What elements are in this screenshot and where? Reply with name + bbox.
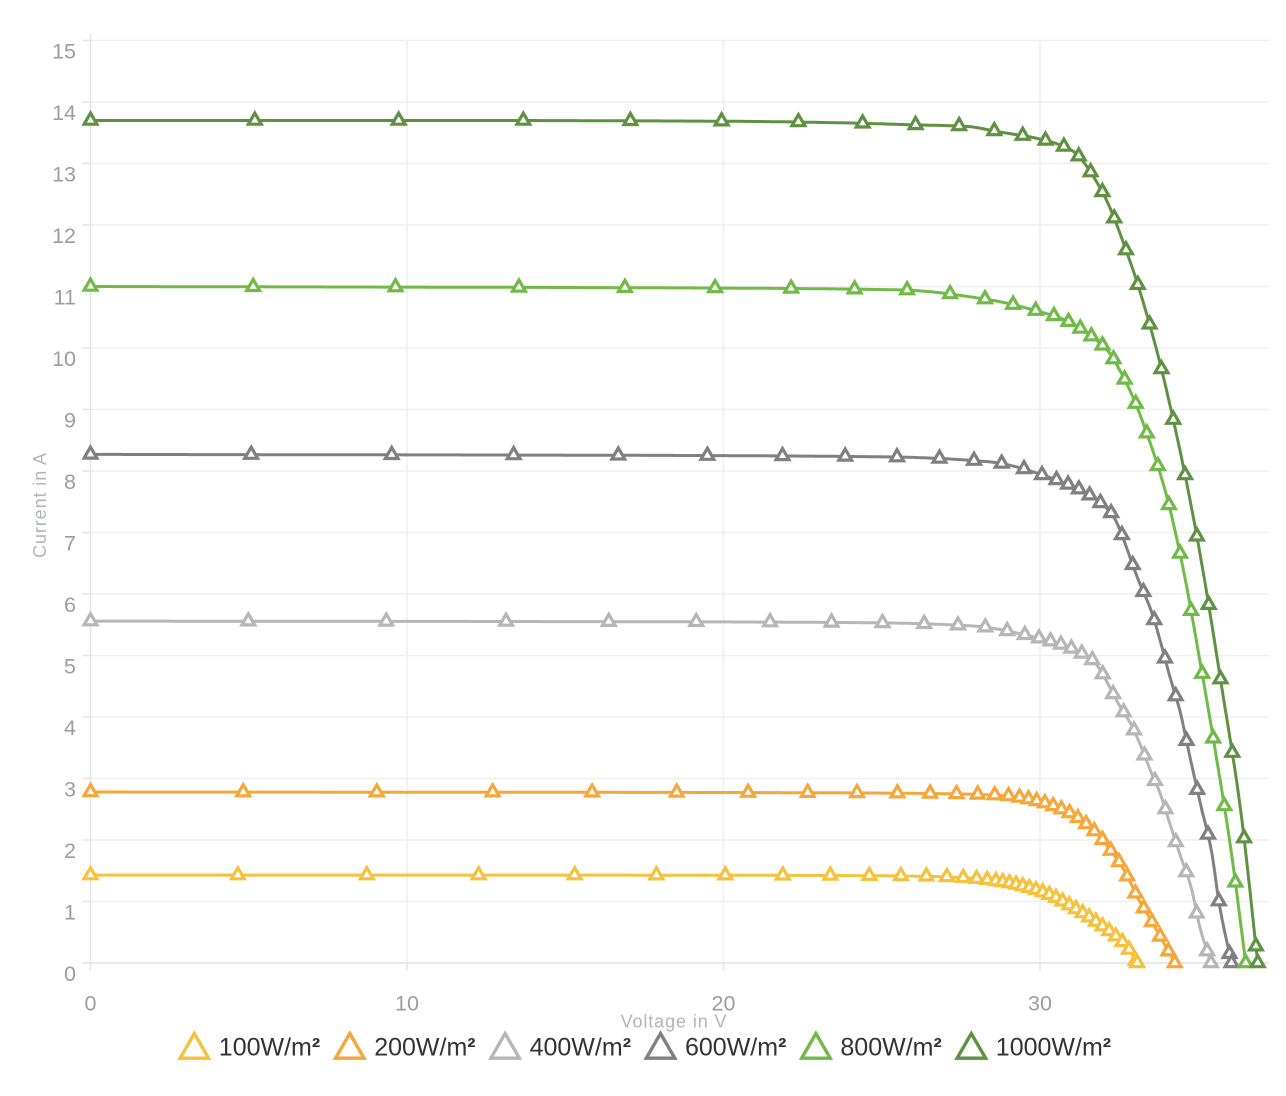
svg-text:400W/m²: 400W/m² <box>530 1034 631 1062</box>
svg-text:1000W/m²: 1000W/m² <box>996 1034 1111 1062</box>
svg-text:6: 6 <box>64 593 76 617</box>
svg-text:Voltage in V: Voltage in V <box>621 1012 728 1032</box>
svg-text:Current in A: Current in A <box>30 452 50 558</box>
svg-text:13: 13 <box>52 163 76 187</box>
svg-text:15: 15 <box>52 40 76 64</box>
svg-text:4: 4 <box>64 716 76 740</box>
svg-text:1: 1 <box>64 901 76 925</box>
svg-text:30: 30 <box>1028 992 1052 1016</box>
svg-text:2: 2 <box>64 839 76 863</box>
svg-text:0: 0 <box>64 962 76 986</box>
svg-text:20: 20 <box>712 992 736 1016</box>
svg-text:5: 5 <box>64 655 76 679</box>
svg-text:7: 7 <box>64 532 76 556</box>
svg-text:0: 0 <box>85 992 97 1016</box>
svg-text:9: 9 <box>64 409 76 433</box>
svg-text:14: 14 <box>52 101 76 125</box>
svg-text:8: 8 <box>64 470 76 494</box>
svg-text:200W/m²: 200W/m² <box>374 1034 475 1062</box>
svg-text:12: 12 <box>52 224 76 248</box>
svg-text:3: 3 <box>64 778 76 802</box>
svg-text:10: 10 <box>395 992 419 1016</box>
svg-text:800W/m²: 800W/m² <box>840 1034 941 1062</box>
svg-text:600W/m²: 600W/m² <box>685 1034 786 1062</box>
svg-text:10: 10 <box>52 347 76 371</box>
svg-text:100W/m²: 100W/m² <box>219 1034 320 1062</box>
svg-text:11: 11 <box>54 286 76 310</box>
